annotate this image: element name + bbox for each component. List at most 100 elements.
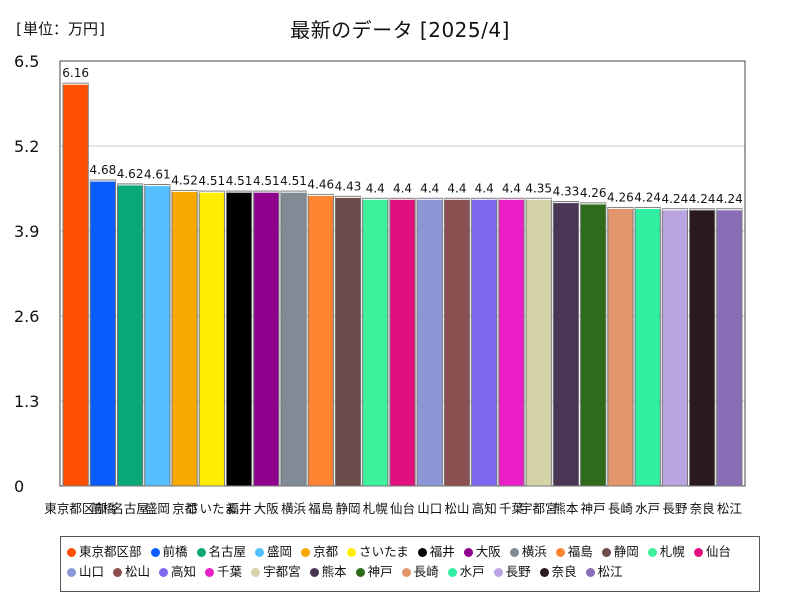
data-label: 4.26 (607, 190, 634, 204)
bar (334, 195, 362, 487)
legend-marker-icon (67, 567, 76, 577)
legend-entry: 高知 (159, 562, 196, 582)
x-tick-label: 長崎 (608, 501, 634, 516)
legend-marker-icon (509, 547, 519, 557)
bar (198, 190, 225, 487)
legend-marker-icon (67, 547, 76, 557)
data-label: 4.52 (171, 173, 198, 187)
legend-label: 前橋 (162, 544, 188, 559)
x-tick-label: さいたま (187, 501, 237, 516)
legend-label: 横浜 (521, 544, 547, 559)
legend-items: 東京都区部 前橋 名古屋 盛岡 京都 さいたま 福井 大阪 横浜 福島 静岡 札幌 仙台 山口 松山 高知 千葉… (67, 542, 753, 582)
x-tick-label: 宇都宮 (520, 501, 558, 516)
x-tick-label: 奈良 (690, 501, 715, 516)
bar (525, 197, 552, 487)
legend-label: 熊本 (321, 564, 347, 579)
data-label: 4.24 (689, 192, 716, 206)
x-tick-label: 神戸 (581, 501, 606, 516)
legend-entry: 京都 (301, 542, 338, 562)
legend-label: 名古屋 (208, 544, 247, 559)
bar (171, 189, 198, 487)
legend-entry: 奈良 (539, 562, 577, 582)
data-label: 4.62 (117, 167, 144, 181)
bar (471, 197, 498, 487)
legend-entry: 松山 (113, 562, 150, 582)
legend-entry: 横浜 (509, 542, 547, 562)
bar (389, 197, 416, 487)
x-tick-label: 福島 (308, 501, 333, 516)
data-label: 4.33 (553, 185, 580, 199)
legend-marker-icon (196, 547, 206, 557)
data-label: 4.24 (662, 192, 689, 206)
bar (689, 208, 716, 487)
y-tick-label: 2.6 (14, 307, 39, 326)
x-tick-label: 京都 (172, 501, 198, 516)
legend-marker-icon (585, 567, 595, 577)
x-tick-label: 高知 (472, 501, 497, 516)
x-tick-label: 静岡 (336, 501, 361, 516)
data-label: 4.51 (253, 174, 280, 188)
legend-label: 仙台 (705, 544, 731, 559)
x-tick-label: 仙台 (390, 501, 415, 516)
unit-label: [単位：万円] (14, 20, 108, 38)
bar (280, 190, 307, 487)
legend-label: さいたま (359, 544, 409, 559)
legend-marker-icon (251, 567, 261, 577)
x-tick-label: 東京都区部 (44, 501, 107, 516)
y-tick-label: 5.2 (14, 137, 39, 156)
legend-label: 福島 (567, 544, 593, 559)
legend-entry: 大阪 (463, 542, 501, 562)
x-tick-label: 福井 (227, 501, 252, 516)
bar-chart: 0 1.3 2.6 3.9 5.2 6.5 6.16 東京都区部 4.68 前橋 4.62 名古屋 4.… (14, 52, 746, 516)
bar (253, 190, 280, 487)
x-tick-label: 山口 (417, 501, 442, 516)
legend-entry: 宇都宮 (251, 562, 301, 582)
data-label: 4.43 (335, 179, 362, 193)
legend-entry: 山口 (67, 562, 104, 582)
data-label: 4.26 (580, 186, 607, 200)
legend-label: 盛岡 (267, 544, 293, 559)
data-label: 4.51 (198, 174, 225, 188)
x-tick-label: 千葉 (499, 501, 525, 516)
legend-label: 福井 (429, 544, 455, 559)
bar (580, 202, 607, 487)
legend-entry: 東京都区部 (67, 542, 142, 562)
data-label: 4.61 (144, 168, 171, 182)
legend-label: 松山 (125, 564, 151, 579)
legend-entry: 水戸 (447, 562, 485, 582)
data-label: 4.24 (634, 190, 661, 204)
legend-label: 長崎 (413, 564, 439, 579)
legend-marker-icon (555, 547, 565, 557)
legend-entry: 福島 (555, 542, 593, 562)
legend-entry: 長野 (493, 562, 531, 582)
data-label: 4.46 (307, 177, 334, 191)
legend-label: 宇都宮 (263, 564, 301, 579)
legend-marker-icon (401, 567, 411, 577)
bar (498, 197, 525, 487)
bar (443, 197, 471, 487)
legend-marker-icon (347, 547, 357, 557)
legend-entry: 盛岡 (255, 542, 292, 562)
legend-label: 高知 (171, 564, 197, 579)
legend-label: 神戸 (367, 564, 393, 579)
legend-entry: 札幌 (647, 542, 685, 562)
legend-label: 奈良 (551, 564, 577, 579)
legend-marker-icon (159, 567, 169, 577)
y-tick-label: 3.9 (14, 222, 39, 241)
x-tick-label: 前橋 (90, 501, 116, 516)
legend-entry: 名古屋 (196, 542, 247, 562)
legend-entry: さいたま (347, 542, 409, 562)
legend: 東京都区部 前橋 名古屋 盛岡 京都 さいたま 福井 大阪 横浜 福島 静岡 札幌 仙台 山口 松山 高知 千葉… (60, 536, 760, 592)
y-tick-label: 1.3 (14, 392, 39, 411)
legend-label: 京都 (313, 544, 339, 559)
data-label: 4.51 (226, 174, 253, 188)
legend-marker-icon (355, 567, 365, 577)
y-tick-label: 6.5 (14, 52, 39, 71)
legend-label: 札幌 (659, 544, 685, 559)
x-tick-label: 水戸 (635, 501, 660, 516)
bar (116, 183, 144, 487)
legend-label: 東京都区部 (79, 544, 142, 559)
bar (416, 197, 443, 487)
bar (634, 206, 661, 487)
x-tick-label: 長野 (662, 501, 688, 516)
